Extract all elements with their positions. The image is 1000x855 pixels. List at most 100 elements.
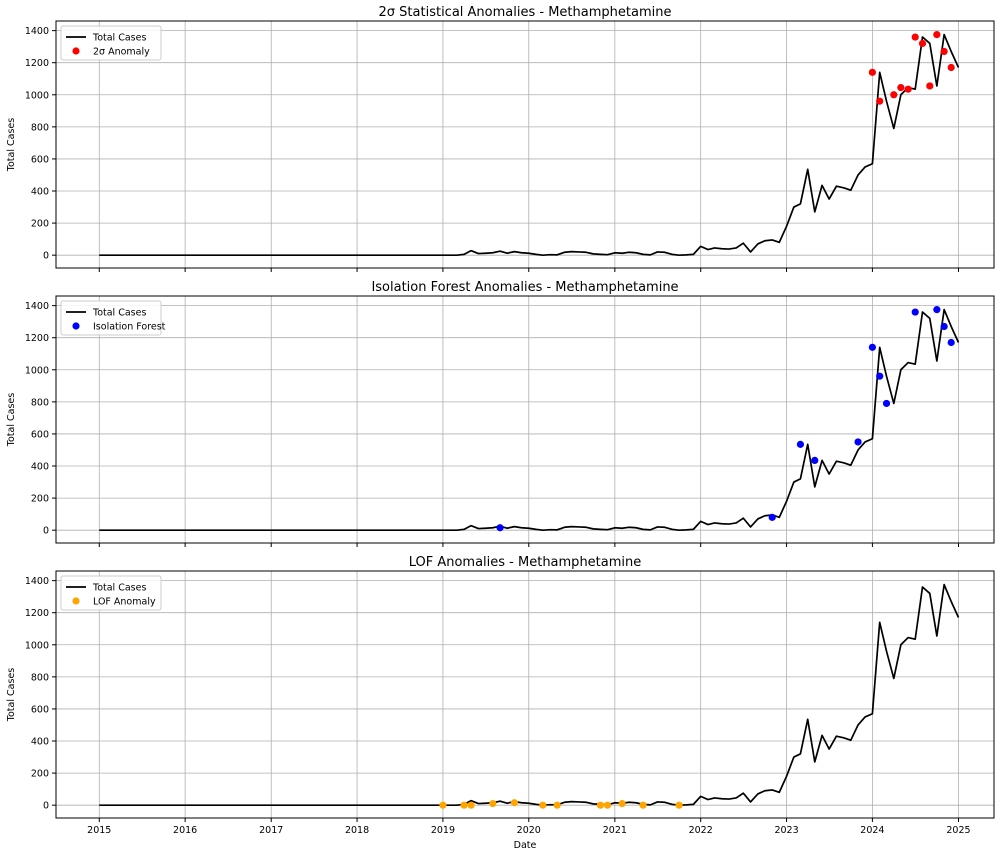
y-tick-label: 0 xyxy=(43,801,49,812)
y-tick-label: 1000 xyxy=(25,640,49,651)
anomaly-point xyxy=(933,31,941,39)
anomaly-point xyxy=(639,801,647,809)
x-tick-label: 2017 xyxy=(259,825,283,836)
y-tick-label: 0 xyxy=(43,251,49,262)
anomaly-point xyxy=(768,513,776,521)
anomaly-point xyxy=(947,63,955,72)
anomaly-point xyxy=(618,799,626,808)
legend-marker-swatch xyxy=(72,322,80,330)
y-tick-label: 0 xyxy=(43,526,49,537)
y-tick-label: 1400 xyxy=(25,301,49,312)
anomaly-point xyxy=(890,91,898,99)
total-cases-line xyxy=(99,33,960,257)
legend-label: Total Cases xyxy=(92,33,146,44)
y-tick-label: 600 xyxy=(31,704,49,715)
anomaly-point xyxy=(911,308,919,316)
y-tick-label: 1400 xyxy=(25,576,49,587)
anomaly-point xyxy=(467,801,475,809)
anomaly-point xyxy=(868,68,876,76)
subplot-title: 2σ Statistical Anomalies - Methamphetami… xyxy=(379,5,672,20)
legend-marker-swatch xyxy=(72,47,80,55)
subplot-1: 2σ Statistical Anomalies - Methamphetami… xyxy=(6,5,995,272)
y-tick-label: 600 xyxy=(31,429,49,440)
x-axis-label: Date xyxy=(514,840,537,851)
anomaly-point xyxy=(882,399,891,408)
legend-label: LOF Anomaly xyxy=(93,597,156,608)
x-tick-label: 2018 xyxy=(345,825,369,836)
anomaly-point xyxy=(868,343,876,351)
y-axis-label: Total Cases xyxy=(6,118,17,172)
axes-frame xyxy=(55,570,995,819)
anomaly-point xyxy=(539,801,547,809)
y-tick-label: 1400 xyxy=(25,26,49,37)
anomaly-point xyxy=(926,82,934,90)
anomaly-point xyxy=(496,524,504,532)
subplot-title: LOF Anomalies - Methamphetamine xyxy=(409,555,642,570)
anomaly-point xyxy=(876,372,884,380)
y-tick-label: 400 xyxy=(31,187,49,198)
y-tick-label: 800 xyxy=(31,122,49,133)
y-tick-label: 200 xyxy=(31,769,49,780)
y-tick-label: 1200 xyxy=(25,333,49,344)
y-tick-label: 800 xyxy=(31,672,49,683)
y-tick-label: 1200 xyxy=(25,58,49,69)
anomaly-point xyxy=(947,338,955,347)
legend-marker-swatch xyxy=(72,597,80,605)
total-cases-line xyxy=(99,583,960,807)
anomaly-point xyxy=(904,85,912,93)
subplot-title: Isolation Forest Anomalies - Methampheta… xyxy=(371,280,678,295)
y-tick-label: 400 xyxy=(31,462,49,473)
anomaly-point xyxy=(897,83,905,92)
anomaly-point xyxy=(675,801,683,809)
x-tick-label: 2019 xyxy=(431,825,455,836)
y-tick-label: 800 xyxy=(31,397,49,408)
legend-box xyxy=(60,25,162,61)
legend: Total Cases Isolation Forest xyxy=(60,300,166,336)
anomaly-point xyxy=(596,801,605,809)
y-tick-label: 200 xyxy=(31,219,49,230)
x-tick-label: 2015 xyxy=(87,825,111,836)
x-tick-label: 2021 xyxy=(603,825,627,836)
axes-frame xyxy=(55,20,995,269)
anomaly-point xyxy=(460,801,468,809)
x-tick-label: 2022 xyxy=(689,825,713,836)
anomaly-point xyxy=(796,440,805,448)
legend-box xyxy=(60,575,162,611)
anomaly-point xyxy=(489,799,497,808)
legend-label: Total Cases xyxy=(92,308,146,319)
legend-label: Isolation Forest xyxy=(93,322,166,333)
x-tick-label: 2024 xyxy=(860,825,884,836)
y-tick-label: 200 xyxy=(31,494,49,505)
y-tick-label: 400 xyxy=(31,737,49,748)
legend: Total Cases LOF Anomaly xyxy=(60,575,162,611)
anomaly-point xyxy=(940,322,948,331)
subplot-2: Isolation Forest Anomalies - Methampheta… xyxy=(6,280,995,547)
y-tick-label: 1000 xyxy=(25,365,49,376)
y-tick-label: 600 xyxy=(31,154,49,165)
anomaly-point xyxy=(876,97,884,105)
legend-label: Total Cases xyxy=(92,583,146,594)
y-axis-label: Total Cases xyxy=(6,668,17,722)
anomaly-point xyxy=(940,47,948,56)
anomaly-point xyxy=(510,799,519,807)
anomaly-point xyxy=(439,801,447,809)
anomaly-point xyxy=(553,801,561,809)
legend-box xyxy=(60,300,162,336)
legend-label: 2σ Anomaly xyxy=(93,47,150,58)
anomaly-point xyxy=(911,33,919,41)
subplot-3: LOF Anomalies - Methamphetamine 0 200 400 60… xyxy=(6,555,995,851)
legend: Total Cases 2σ Anomaly xyxy=(60,25,162,61)
anomaly-point xyxy=(918,39,927,48)
anomaly-point xyxy=(603,801,612,809)
x-tick-label: 2020 xyxy=(517,825,541,836)
x-tick-label: 2025 xyxy=(946,825,970,836)
x-tick-label: 2023 xyxy=(774,825,798,836)
total-cases-line xyxy=(99,308,960,532)
anomaly-point xyxy=(933,306,941,314)
y-tick-label: 1000 xyxy=(25,90,49,101)
x-tick-label: 2016 xyxy=(173,825,197,836)
y-axis-label: Total Cases xyxy=(6,393,17,447)
anomaly-point xyxy=(811,456,819,464)
anomaly-point xyxy=(854,438,862,446)
